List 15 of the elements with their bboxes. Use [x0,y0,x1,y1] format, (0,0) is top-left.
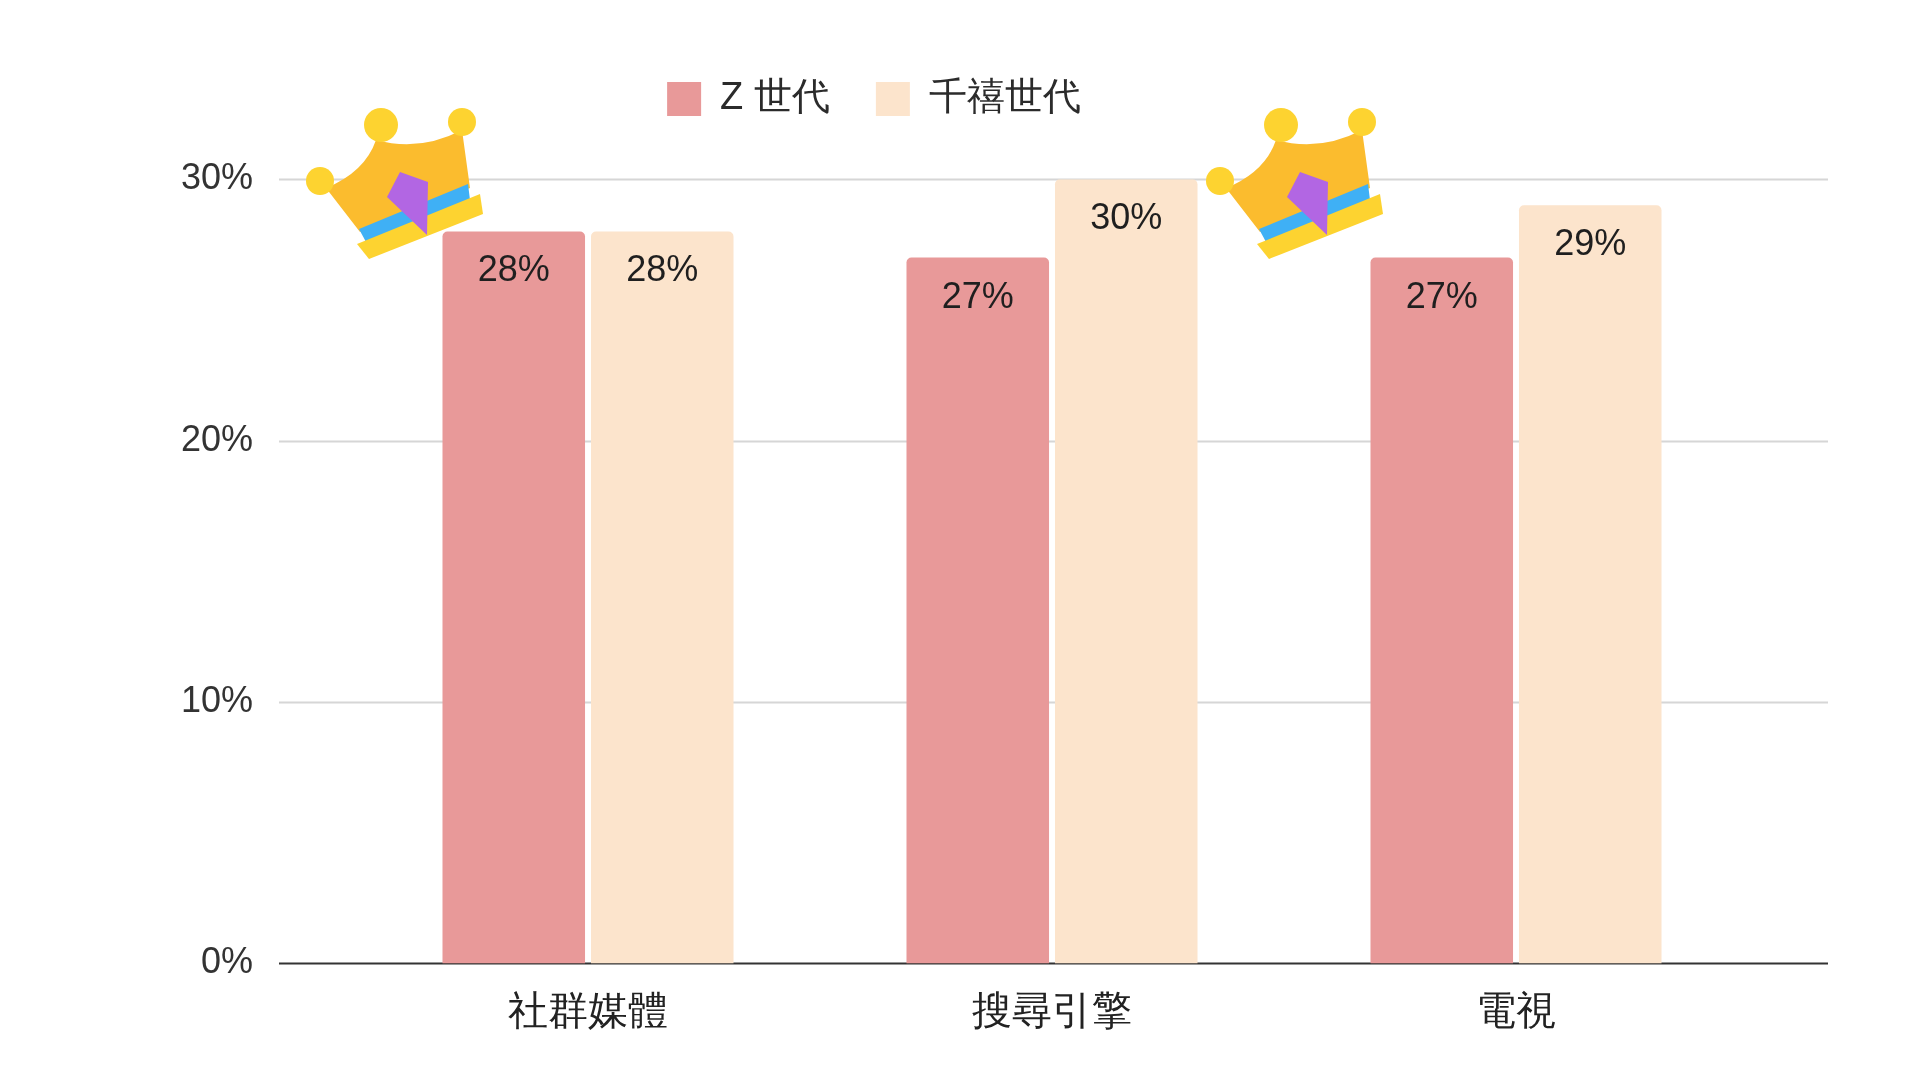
y-tick-label: 0% [200,940,253,982]
y-tick-label: 30% [180,156,253,198]
x-tick-label: 電視 [1476,988,1556,1033]
y-tick-label: 20% [180,417,253,459]
data-label: 29% [1554,222,1627,264]
x-tick-label: 搜尋引擎 [972,988,1132,1033]
y-tick-label: 10% [180,678,253,720]
legend-label: 千禧世代 [928,75,1081,118]
data-label: 28% [626,248,699,290]
x-tick-label: 社群媒體 [508,988,668,1033]
data-label: 30% [1090,196,1163,238]
data-label: 28% [477,248,550,290]
data-label: 27% [941,274,1014,316]
legend-label: Z 世代 [720,75,830,118]
data-label: 27% [1405,274,1478,316]
